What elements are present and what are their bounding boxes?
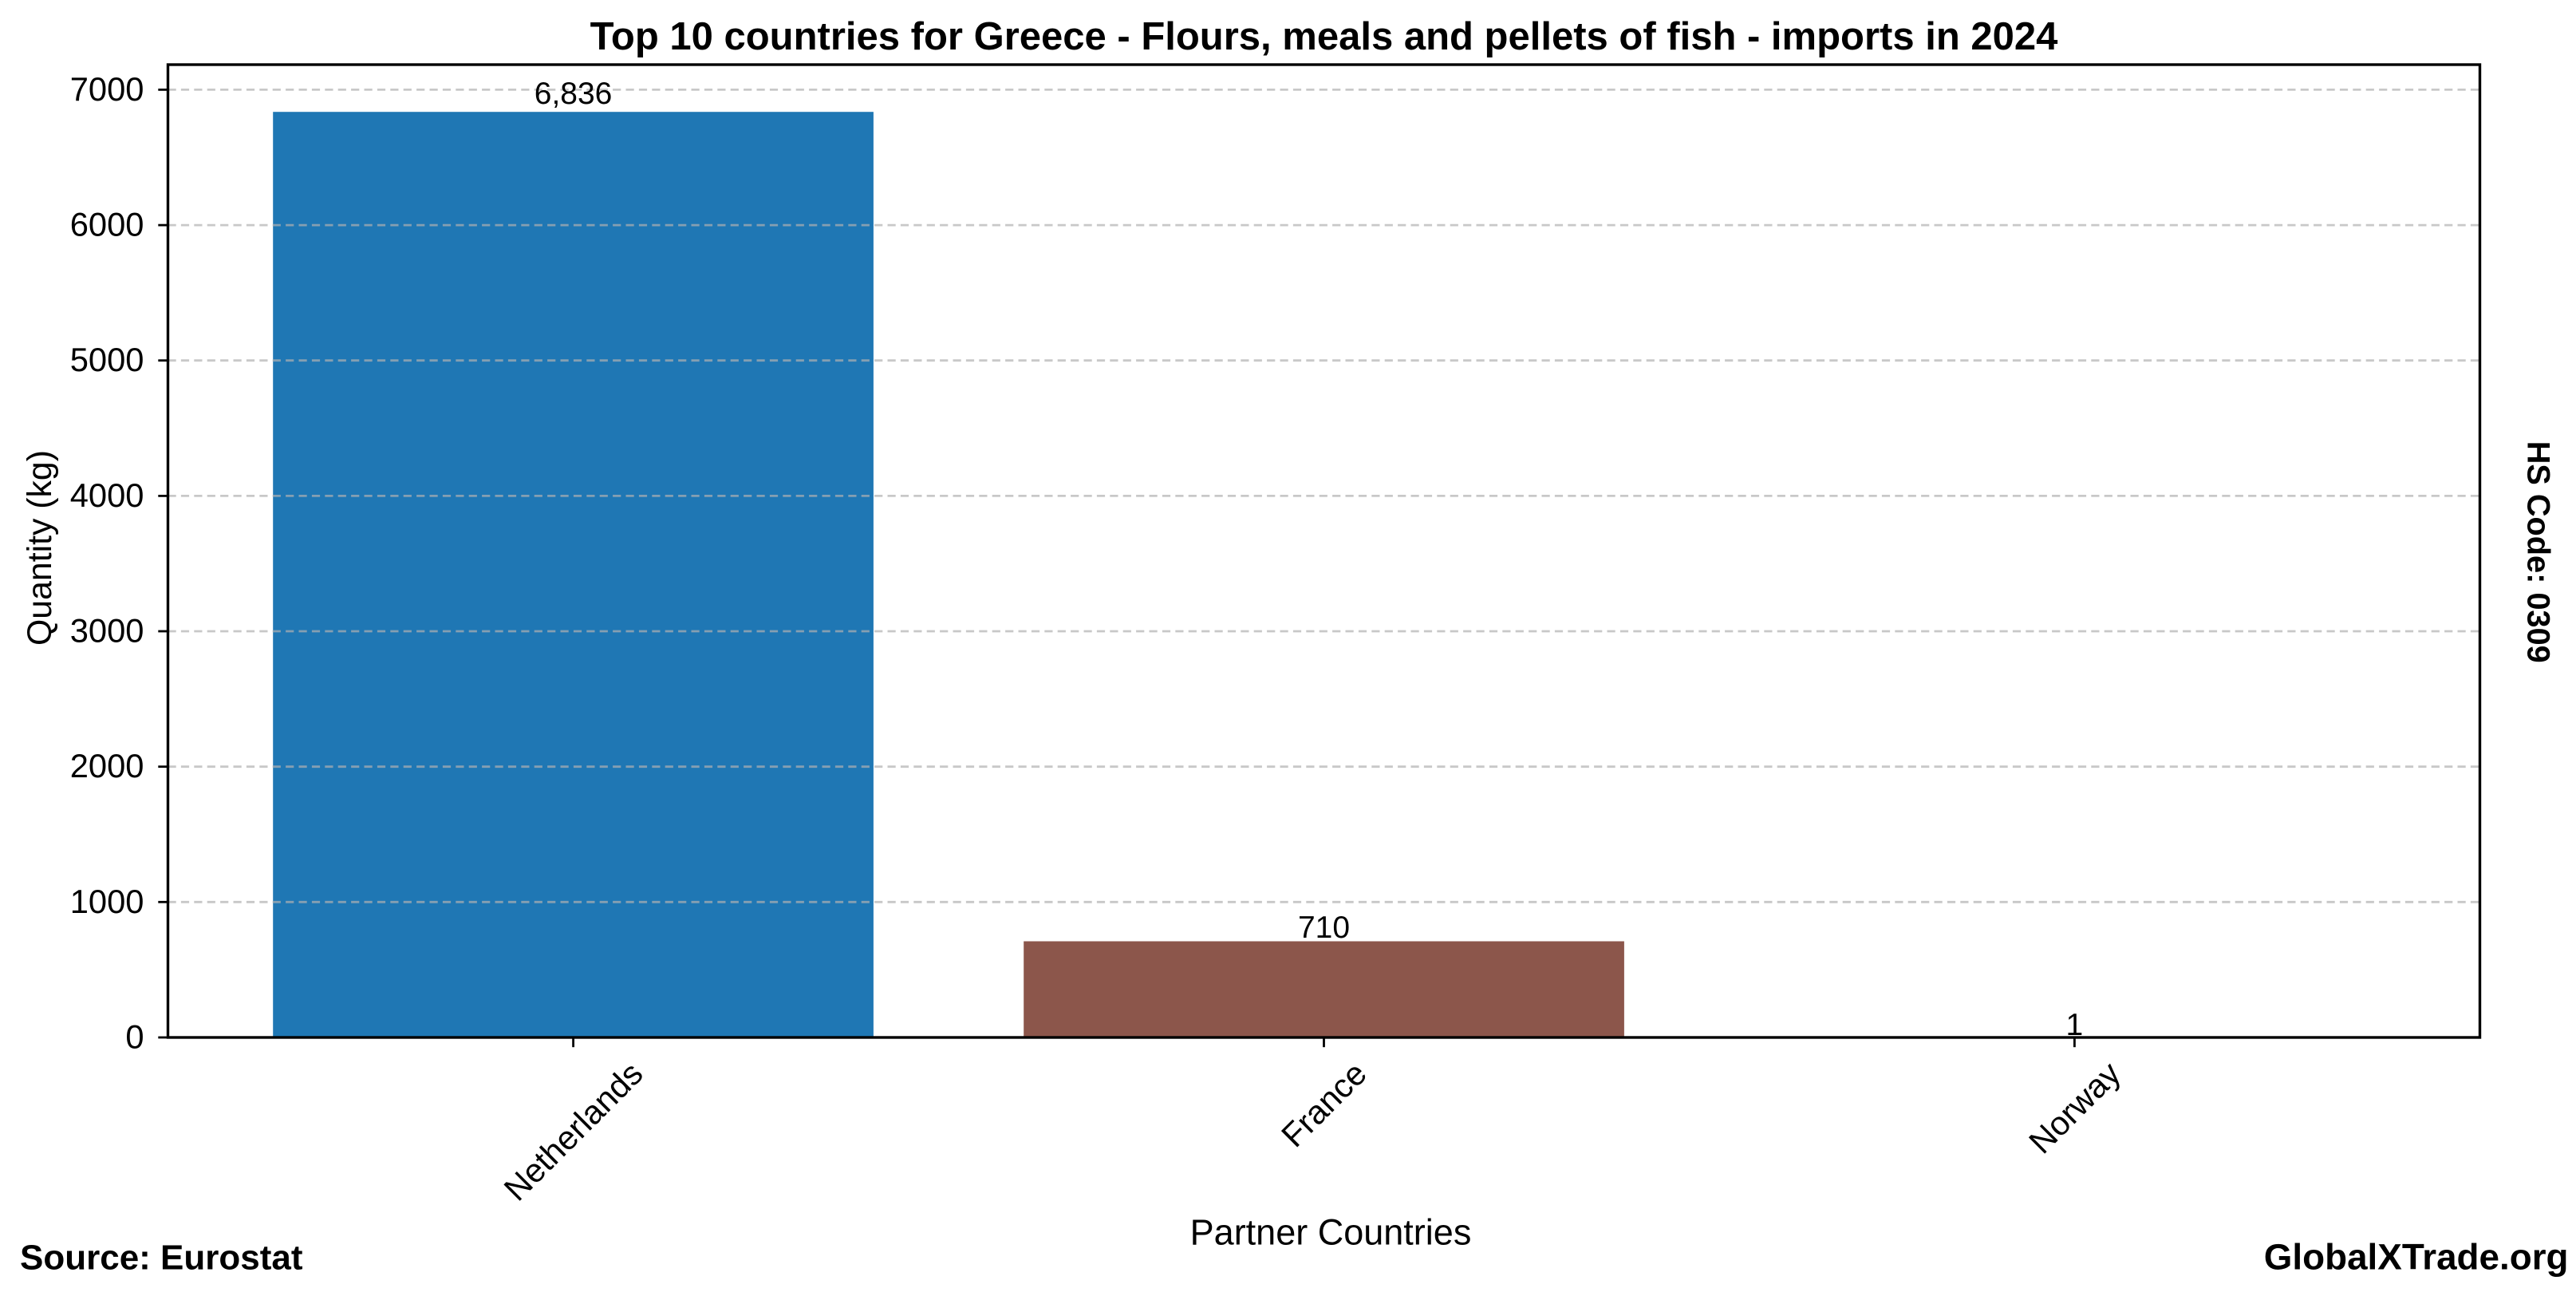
svg-text:1: 1 <box>2066 1008 2084 1042</box>
svg-text:Quantity (kg): Quantity (kg) <box>21 450 59 646</box>
svg-text:3000: 3000 <box>70 612 144 650</box>
svg-text:6,836: 6,836 <box>535 77 613 111</box>
svg-text:710: 710 <box>1298 911 1350 945</box>
svg-text:Partner Countries: Partner Countries <box>1190 1212 1472 1253</box>
svg-text:2000: 2000 <box>70 747 144 784</box>
svg-text:1000: 1000 <box>70 883 144 920</box>
svg-text:HS Code: 0309: HS Code: 0309 <box>2521 441 2556 663</box>
svg-text:7000: 7000 <box>70 70 144 108</box>
svg-text:Source: Eurostat: Source: Eurostat <box>20 1238 303 1277</box>
svg-text:GlobalXTrade.org: GlobalXTrade.org <box>2264 1236 2569 1277</box>
svg-text:6000: 6000 <box>70 206 144 243</box>
svg-text:Top 10 countries for Greece -: Top 10 countries for Greece - Flours, me… <box>590 15 2058 58</box>
svg-text:5000: 5000 <box>70 341 144 378</box>
svg-text:0: 0 <box>125 1018 144 1056</box>
svg-text:4000: 4000 <box>70 476 144 514</box>
